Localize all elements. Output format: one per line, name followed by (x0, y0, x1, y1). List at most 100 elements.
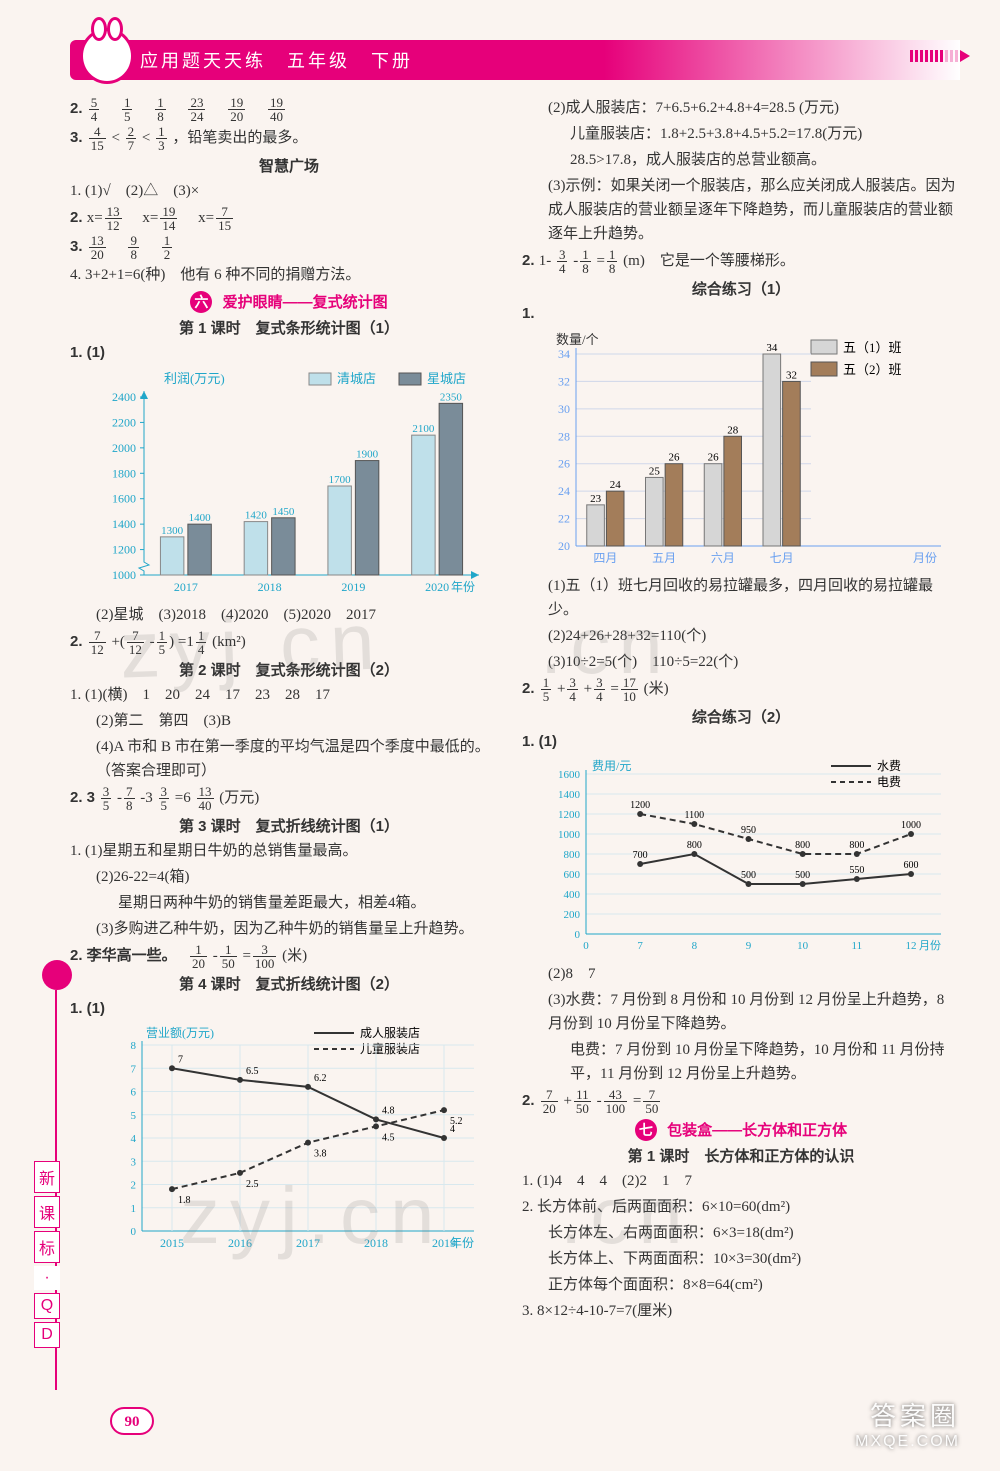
svg-text:6.2: 6.2 (314, 1073, 327, 1084)
svg-text:月份: 月份 (913, 551, 937, 565)
ans1b: (2)星城 (3)2018 (4)2020 (5)2020 2017 (70, 603, 508, 627)
svg-text:儿童服装店: 儿童服装店 (360, 1041, 420, 1056)
svg-text:营业额(万元): 营业额(万元) (146, 1026, 214, 1040)
svg-text:28: 28 (558, 429, 570, 443)
svg-text:1200: 1200 (558, 809, 581, 821)
svg-text:12: 12 (906, 940, 917, 952)
svg-text:23: 23 (590, 493, 602, 505)
svg-text:0: 0 (583, 940, 589, 952)
svg-text:数量/个: 数量/个 (556, 332, 599, 347)
svg-text:20: 20 (558, 539, 570, 553)
page-header: 应用题天天练 五年级 下册 (70, 40, 960, 80)
left-column: 2. 54 15 18 2324 1920 1940 3. 415 < 27 <… (70, 94, 508, 1325)
zh1-1: (1)五（1）班七月回收的易拉罐最多，四月回收的易拉罐最少。 (522, 574, 960, 622)
svg-text:1.8: 1.8 (178, 1195, 191, 1206)
svg-text:1400: 1400 (189, 512, 212, 524)
badge-7: 七 (635, 1119, 657, 1141)
svg-text:800: 800 (564, 849, 581, 861)
rabbit-icon (80, 28, 134, 84)
q2-fractions: 2. 54 15 18 2324 1920 1940 (70, 96, 508, 123)
svg-text:30: 30 (558, 402, 570, 416)
right-column: (2)成人服装店：7+6.5+6.2+4.8+4=28.5 (万元) 儿童服装店… (522, 94, 960, 1325)
svg-text:费用/元: 费用/元 (592, 759, 631, 773)
zh2: 2. x=1312 x=1914 x=715 (70, 205, 508, 232)
l7-2c: 长方体上、下两面面积：10×3=30(dm²) (522, 1247, 960, 1271)
svg-text:1600: 1600 (558, 769, 581, 781)
svg-text:26: 26 (668, 452, 680, 464)
bar-chart-2: 数量/个五（1）班五（2）班20222426283032342324四月2526… (531, 330, 951, 570)
l2-q2: 2. 3 35 -78 -3 35 =6 1340 (万元) (70, 785, 508, 812)
svg-text:34: 34 (558, 347, 570, 361)
svg-text:四月: 四月 (593, 551, 617, 565)
svg-text:800: 800 (687, 840, 702, 851)
zh3: 3. 1320 98 12 (70, 234, 508, 261)
svg-text:1900: 1900 (356, 449, 379, 461)
l2-3: (4)A 市和 B 市在第一季度的平均气温是四个季度中最低的。（答案合理即可） (70, 735, 508, 783)
svg-text:800: 800 (849, 840, 864, 851)
svg-text:水费: 水费 (877, 759, 901, 773)
zh2-q2: 2. 720 +1150 -43100 =750 (522, 1088, 960, 1115)
svg-text:1300: 1300 (161, 525, 184, 537)
svg-text:11: 11 (852, 940, 863, 952)
footer-watermark: 答案圈 MXQE.COM (855, 1396, 960, 1451)
svg-text:年份: 年份 (451, 580, 475, 594)
rq2: 2. 1- 34 -18 =18 (m) 它是一个等腰梯形。 (522, 248, 960, 275)
svg-text:1100: 1100 (685, 810, 705, 821)
l3-1: 1. (1)星期五和星期日牛奶的总销售量最高。 (70, 839, 508, 863)
page-number: 90 (110, 1407, 154, 1435)
svg-text:2020: 2020 (425, 580, 449, 594)
r3: 28.5>17.8，成人服装店的总营业额高。 (522, 148, 960, 172)
svg-text:五月: 五月 (652, 551, 676, 565)
svg-text:成人服装店: 成人服装店 (360, 1026, 420, 1040)
svg-text:五（2）班: 五（2）班 (843, 362, 902, 377)
svg-text:5.2: 5.2 (450, 1116, 463, 1127)
svg-text:22: 22 (558, 512, 570, 526)
svg-text:9: 9 (746, 940, 752, 952)
lesson-4: 第 4 课时 复式折线统计图（2） (70, 973, 508, 994)
zh2-2: (3)水费：7 月份到 8 月份和 10 月份到 12 月份呈上升趋势，8 月份… (522, 988, 960, 1036)
l7-1: 第 1 课时 长方体和正方体的认识 (522, 1145, 960, 1166)
svg-text:28: 28 (727, 424, 739, 436)
zh1-3: (3)10÷2=5(个) 110÷5=22(个) (522, 650, 960, 674)
zh-ex1: 综合练习（1） (522, 278, 960, 299)
svg-text:1400: 1400 (112, 517, 136, 531)
svg-text:4.8: 4.8 (382, 1105, 395, 1116)
svg-text:2018: 2018 (364, 1236, 388, 1250)
lesson-3: 第 3 课时 复式折线统计图（1） (70, 815, 508, 836)
l7-2b: 长方体左、右两面面积：6×3=18(dm²) (522, 1221, 960, 1245)
svg-text:2: 2 (131, 1180, 137, 1192)
svg-text:2016: 2016 (228, 1236, 252, 1250)
r4: (3)示例：如果关闭一个服装店，那么应关闭成人服装店。因为成人服装店的营业额呈逐… (522, 174, 960, 246)
svg-text:1450: 1450 (272, 506, 295, 518)
lesson-2: 第 2 课时 复式条形统计图（2） (70, 659, 508, 680)
svg-text:0: 0 (575, 929, 581, 941)
line-chart-4: 营业额(万元)成人服装店儿童服装店01234567820152016201720… (94, 1025, 484, 1255)
svg-text:年份: 年份 (450, 1236, 474, 1250)
svg-text:1400: 1400 (558, 789, 581, 801)
l7-1-1: 1. (1)4 4 4 (2)2 1 7 (522, 1169, 960, 1193)
svg-text:1000: 1000 (901, 820, 921, 831)
svg-text:5: 5 (131, 1110, 137, 1122)
svg-text:月份: 月份 (919, 939, 941, 952)
zh1-2: (2)24+26+28+32=110(个) (522, 624, 960, 648)
l4-1: 1. (1) (70, 997, 508, 1021)
svg-text:1000: 1000 (558, 829, 581, 841)
svg-text:500: 500 (795, 870, 810, 881)
zh4: 4. 3+2+1=6(种) 他有 6 种不同的捐赠方法。 (70, 263, 508, 287)
svg-text:电费: 电费 (877, 775, 901, 789)
svg-text:2.5: 2.5 (246, 1179, 259, 1190)
l3-2a: (2)26-22=4(箱) (70, 865, 508, 889)
svg-text:550: 550 (849, 865, 864, 876)
zh2-3: 电费：7 月份到 10 月份呈下降趋势，10 月份和 11 月份持平，11 月份… (522, 1038, 960, 1086)
svg-text:2017: 2017 (174, 580, 198, 594)
svg-text:8: 8 (131, 1040, 137, 1052)
svg-text:2350: 2350 (440, 391, 463, 403)
svg-text:2019: 2019 (341, 580, 365, 594)
line-chart-3: 费用/元水费电费02004006008001000120014001600078… (531, 758, 951, 958)
svg-text:2400: 2400 (112, 390, 136, 404)
zh-title: 智慧广场 (70, 155, 508, 176)
r2: 儿童服装店：1.8+2.5+3.8+4.5+5.2=17.8(万元) (522, 122, 960, 146)
svg-text:8: 8 (692, 940, 698, 952)
svg-text:24: 24 (610, 479, 622, 491)
svg-text:950: 950 (741, 825, 756, 836)
